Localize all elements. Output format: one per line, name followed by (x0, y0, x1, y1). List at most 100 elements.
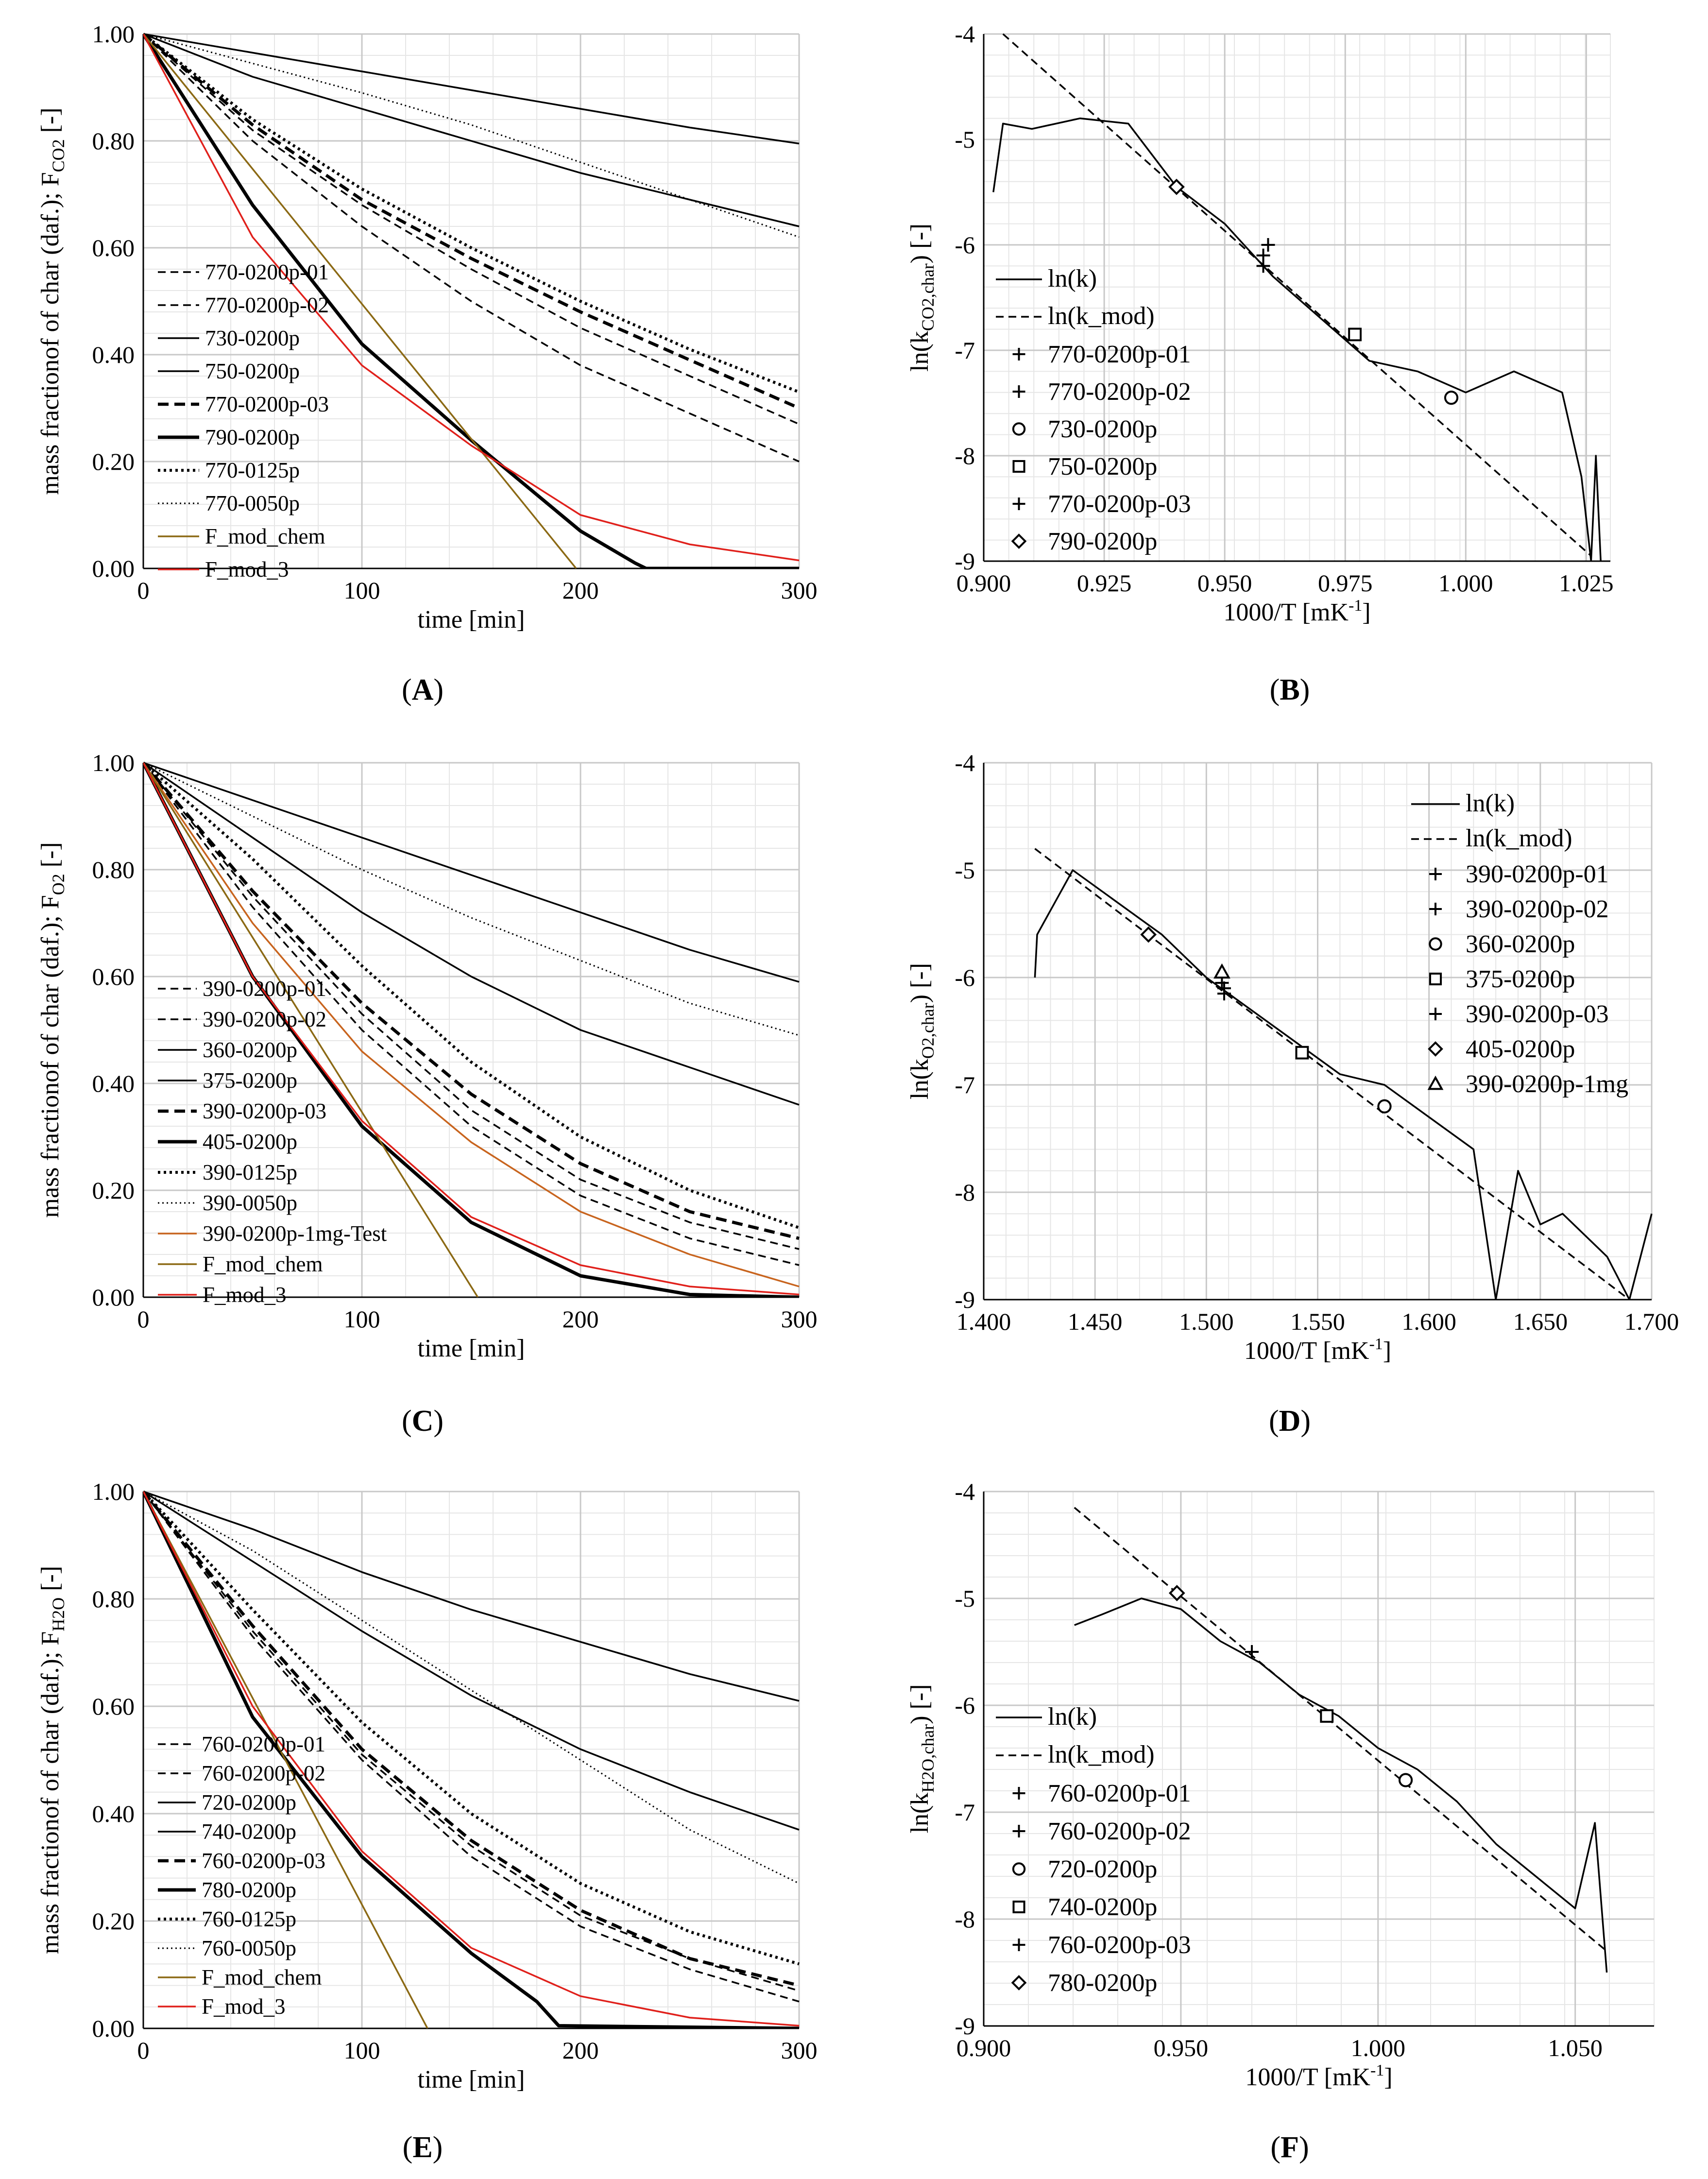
legend-label: 375-0200p (1466, 965, 1575, 993)
legend-label: 760-0200p-01 (1048, 1780, 1191, 1807)
series-line-770-0200p-03 (143, 33, 800, 410)
y-tick-label: 0.00 (92, 2015, 135, 2042)
y-tick-label: 1.00 (92, 749, 135, 776)
legend: ln(k) ln(k_mod) 760-0200p-01 760-0200p-02 72… (996, 1703, 1191, 1997)
legend-label: F_mod_chem (205, 524, 325, 549)
y-tick-label: 0.40 (92, 341, 135, 368)
marker-720-0200p (1398, 1773, 1413, 1787)
series-line-f-mod-chem (143, 1491, 428, 2028)
panel-f: 0.900 0.950 1.000 1.050 -9 -8 -7 -6 -5 -4 1000/T [… (906, 1478, 1655, 2164)
legend-label: 770-0200p-01 (1048, 341, 1191, 368)
series-line-f-mod-chem (143, 762, 478, 1297)
legend-label: 390-0125p (203, 1160, 297, 1184)
panel-d: 1.400 1.450 1.500 1.550 1.600 1.650 1.700 -9 -8 -… (906, 749, 1679, 1438)
legend: 390-0200p-01 390-0200p-02 360-0200p 375-020… (158, 977, 387, 1307)
legend-label: 390-0200p-01 (203, 977, 326, 1001)
legend-label: 780-0200p (202, 1878, 296, 1902)
y-tick-label: -8 (955, 1179, 975, 1206)
x-axis-label: time [min] (418, 2066, 525, 2093)
legend-label: 770-0200p-03 (205, 392, 329, 416)
y-tick-label: -6 (955, 1692, 975, 1719)
legend-label: 760-0200p-02 (202, 1761, 325, 1785)
series-line-790-0200p (143, 33, 799, 568)
plot-area (1074, 1507, 1608, 1973)
series-line-ln-k-mod- (1002, 33, 1592, 557)
y-tick-label: 0.20 (92, 1907, 135, 1935)
y-tick-label: -4 (955, 20, 975, 48)
plot-area (143, 1490, 800, 2028)
legend-label: 740-0200p (1048, 1893, 1157, 1921)
legend-label: 740-0200p (202, 1819, 296, 1844)
y-tick-label: 1.00 (92, 1478, 135, 1505)
legend: 760-0200p-01 760-0200p-02 720-0200p 740-020… (158, 1732, 325, 2019)
legend-label: 770-0200p-03 (1048, 490, 1191, 518)
legend-label: 760-0200p-03 (202, 1849, 325, 1873)
legend-marker (1427, 1075, 1444, 1090)
y-tick-label: -7 (955, 337, 975, 364)
y-tick-label: 0.80 (92, 856, 135, 883)
legend-marker (1429, 937, 1442, 951)
legend-label: 770-0050p (205, 491, 300, 515)
legend-label: 750-0200p (205, 359, 300, 383)
x-tick-label: 1.650 (1513, 1308, 1568, 1335)
panel-label: (B) (1270, 673, 1310, 706)
x-tick-label: 200 (563, 577, 599, 604)
legend-label: 390-0200p-02 (203, 1007, 326, 1031)
legend-marker (1428, 1041, 1443, 1057)
y-axis-label: ln(kO2,char) [-] (906, 963, 938, 1099)
legend-label: 390-0200p-1mg-Test (203, 1221, 387, 1246)
series-line-390-0200p-01 (143, 762, 800, 1266)
marker-405-0200p (1140, 926, 1157, 943)
legend-marker (1012, 1862, 1026, 1876)
series-line-f-mod-3 (143, 34, 800, 562)
plot-area (143, 761, 800, 1297)
legend-label: 405-0200p (1466, 1035, 1575, 1063)
panel-label: (D) (1269, 1405, 1311, 1438)
y-tick-label: 0.60 (92, 963, 135, 990)
legend-label: 390-0200p-03 (1466, 1000, 1609, 1028)
series-line-375-0200p (143, 762, 800, 1106)
series-line-ln-k- (992, 117, 1602, 561)
series-line-390-0125p (143, 761, 800, 1229)
legend-label: 730-0200p (205, 326, 300, 350)
panel-label: (E) (403, 2131, 443, 2164)
marker-360-0200p (1377, 1099, 1392, 1114)
marker-740-0200p (1320, 1709, 1334, 1723)
series-line-390-0200p-03 (143, 761, 800, 1240)
x-tick-label: 1.700 (1624, 1308, 1679, 1335)
legend-label: ln(k_mod) (1048, 1741, 1155, 1768)
series-line-360-0200p (143, 762, 800, 983)
x-tick-label: 1.050 (1548, 2034, 1603, 2061)
series-line-f-mod-3 (143, 762, 800, 1296)
legend-label: 760-0200p-03 (1048, 1931, 1191, 1959)
legend-label: ln(k) (1466, 789, 1515, 817)
series-line-770-0200p-02 (143, 33, 800, 425)
x-tick-label: 1.450 (1068, 1308, 1123, 1335)
legend-label: 760-0125p (202, 1907, 296, 1931)
y-tick-label: -6 (955, 964, 975, 991)
x-tick-label: 1.400 (956, 1308, 1011, 1335)
x-tick-label: 0.900 (956, 2034, 1011, 2061)
series-line-740-0200p (143, 1491, 800, 1831)
marker-750-0200p (1348, 327, 1362, 342)
x-tick-label: 0.925 (1077, 569, 1132, 597)
legend-label: 770-0200p-02 (205, 293, 329, 317)
y-tick-label: -5 (955, 126, 975, 153)
x-tick-label: 300 (781, 2037, 818, 2064)
legend: 770-0200p-01 770-0200p-02 730-0200p 750-020… (158, 260, 329, 582)
legend-marker (1011, 1975, 1027, 1990)
y-tick-label: -7 (955, 1071, 975, 1098)
x-tick-label: 1.600 (1401, 1308, 1456, 1335)
x-tick-label: 1.000 (1351, 2034, 1406, 2061)
x-tick-label: 1.000 (1438, 569, 1493, 597)
x-tick-label: 200 (563, 1305, 599, 1333)
legend-label: 360-0200p (203, 1038, 297, 1062)
x-tick-label: 300 (781, 577, 818, 604)
y-tick-label: -4 (955, 1478, 975, 1505)
legend-label: ln(k) (1048, 265, 1097, 292)
x-tick-label: 300 (781, 1305, 818, 1333)
series-line-760-0200p-03 (143, 1490, 800, 1987)
legend-label: 790-0200p (1048, 528, 1157, 555)
legend-marker (1429, 972, 1442, 986)
